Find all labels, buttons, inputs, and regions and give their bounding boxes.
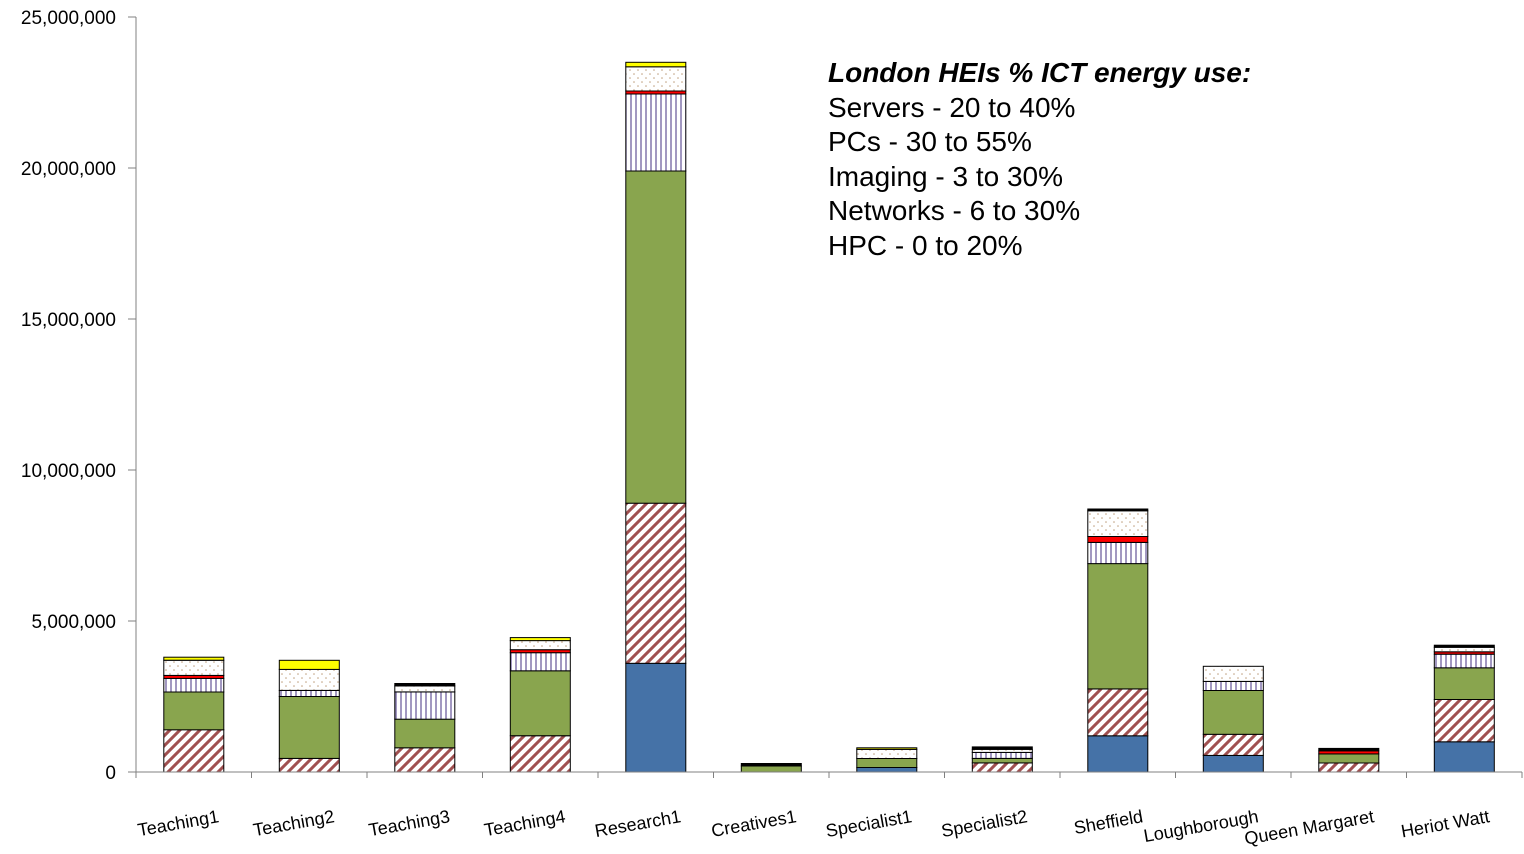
bar-segment-loughborough-s1 — [1202, 754, 1264, 773]
x-tick-label: Heriot Watt — [1399, 806, 1490, 841]
bar-segment-heriot-watt-s2 — [1433, 699, 1495, 743]
x-tick-label: Loughborough — [1142, 806, 1260, 846]
bar-segment-loughborough-s3 — [1202, 690, 1264, 735]
bar-segment-specialist2-s3 — [971, 757, 1033, 764]
bar-segment-teaching1-s6 — [163, 659, 225, 676]
bar-segment-loughborough-s6 — [1202, 665, 1264, 682]
bar-segment-loughborough-s4 — [1202, 680, 1264, 692]
y-tick-label: 0 — [105, 763, 116, 784]
bar-segment-specialist2-s2 — [971, 762, 1033, 773]
bar-segment-heriot-watt-s3 — [1433, 667, 1495, 700]
x-tick-label: Queen Margaret — [1243, 806, 1376, 848]
y-tick-label: 5,000,000 — [31, 612, 116, 633]
bar-segment-teaching3-s4 — [394, 691, 456, 720]
x-tick-label: Teaching4 — [483, 806, 567, 840]
bar-segment-specialist2-s6 — [971, 748, 1033, 753]
x-tick-label: Teaching1 — [136, 806, 220, 840]
y-tick-label: 10,000,000 — [21, 461, 116, 482]
bar-segment-specialist1-s1 — [856, 767, 918, 773]
bar-segment-heriot-watt-s1 — [1433, 741, 1495, 773]
bar-segment-research1-s2 — [625, 502, 687, 664]
bar-segment-teaching4-s7 — [509, 637, 571, 642]
annotation-line-pcs: PCs - 30 to 55% — [828, 126, 1032, 157]
annotation-title: London HEIs % ICT energy use: — [828, 57, 1252, 88]
y-tick-label: 15,000,000 — [21, 310, 116, 331]
bar-segment-sheffield-s1 — [1087, 735, 1149, 773]
bar-segment-heriot-watt-s6 — [1433, 646, 1495, 653]
annotation-line-networks: Networks - 6 to 30% — [828, 195, 1081, 226]
bar-segment-sheffield-s6 — [1087, 510, 1149, 537]
bar-segment-specialist1-s3 — [856, 757, 918, 769]
bar-segment-research1-s6 — [625, 66, 687, 92]
bar-segment-queen-margaret-s8 — [1318, 747, 1380, 752]
x-tick-label: Sheffield — [1072, 806, 1144, 838]
bar-segment-sheffield-s8 — [1087, 508, 1149, 512]
bar-segment-specialist1-s7 — [856, 747, 918, 750]
bar-segment-creatives1-s8 — [740, 763, 802, 767]
bar-segment-teaching2-s2 — [278, 757, 340, 773]
y-tick-label: 25,000,000 — [21, 8, 116, 29]
bar-segment-teaching1-s4 — [163, 677, 225, 693]
bar-segment-sheffield-s2 — [1087, 688, 1149, 737]
bar-segment-specialist2-s4 — [971, 751, 1033, 759]
bar-segment-queen-margaret-s3 — [1318, 753, 1380, 764]
chart-annotation: London HEIs % ICT energy use: Servers - … — [828, 56, 1251, 263]
bar-segment-research1-s7 — [625, 61, 687, 68]
bar-segment-teaching1-s2 — [163, 729, 225, 773]
bar-segment-heriot-watt-s8 — [1433, 644, 1495, 648]
bar-segment-sheffield-s4 — [1087, 542, 1149, 565]
bar-segment-sheffield-s5 — [1087, 535, 1149, 543]
bar-segment-sheffield-s3 — [1087, 563, 1149, 690]
x-tick-label: Specialist2 — [940, 806, 1029, 841]
bar-segment-teaching3-s6 — [394, 685, 456, 693]
bar-segment-loughborough-s2 — [1202, 733, 1264, 756]
bar-segment-teaching3-s8 — [394, 683, 456, 687]
bar-segment-specialist1-s6 — [856, 748, 918, 760]
bar-segment-creatives1-s3 — [740, 765, 802, 773]
bar-segment-specialist2-s8 — [971, 746, 1033, 750]
annotation-line-hpc: HPC - 0 to 20% — [828, 229, 1023, 261]
bar-segment-teaching3-s2 — [394, 747, 456, 773]
bar-segment-teaching4-s2 — [509, 735, 571, 773]
x-tick-label: Teaching3 — [367, 806, 451, 840]
bar-segment-teaching2-s3 — [278, 696, 340, 759]
y-tick-label: 20,000,000 — [21, 159, 116, 180]
bar-segment-teaching2-s7 — [278, 659, 340, 670]
x-tick-label: Teaching2 — [252, 806, 336, 840]
bar-segment-research1-s3 — [625, 170, 687, 504]
x-tick-label: Research1 — [593, 806, 682, 841]
bar-segment-teaching3-s3 — [394, 718, 456, 749]
bar-segment-research1-s4 — [625, 93, 687, 172]
bar-segment-research1-s1 — [625, 662, 687, 773]
x-tick-label: Creatives1 — [710, 806, 798, 841]
bar-segment-queen-margaret-s5 — [1318, 750, 1380, 755]
x-tick-label: Specialist1 — [824, 806, 913, 841]
bar-segment-teaching2-s4 — [278, 690, 340, 697]
bar-segment-teaching4-s6 — [509, 640, 571, 651]
bar-segment-teaching1-s7 — [163, 656, 225, 661]
annotation-line-imaging: Imaging - 3 to 30% — [828, 160, 1064, 192]
bar-segment-teaching4-s3 — [509, 670, 571, 737]
bar-segment-queen-margaret-s2 — [1318, 762, 1380, 773]
bar-segment-teaching1-s3 — [163, 691, 225, 731]
bar-segment-teaching2-s6 — [278, 668, 340, 691]
annotation-line-servers: Servers - 20 to 40% — [828, 91, 1076, 123]
bar-segment-teaching4-s4 — [509, 652, 571, 672]
bar-segment-heriot-watt-s4 — [1433, 653, 1495, 669]
